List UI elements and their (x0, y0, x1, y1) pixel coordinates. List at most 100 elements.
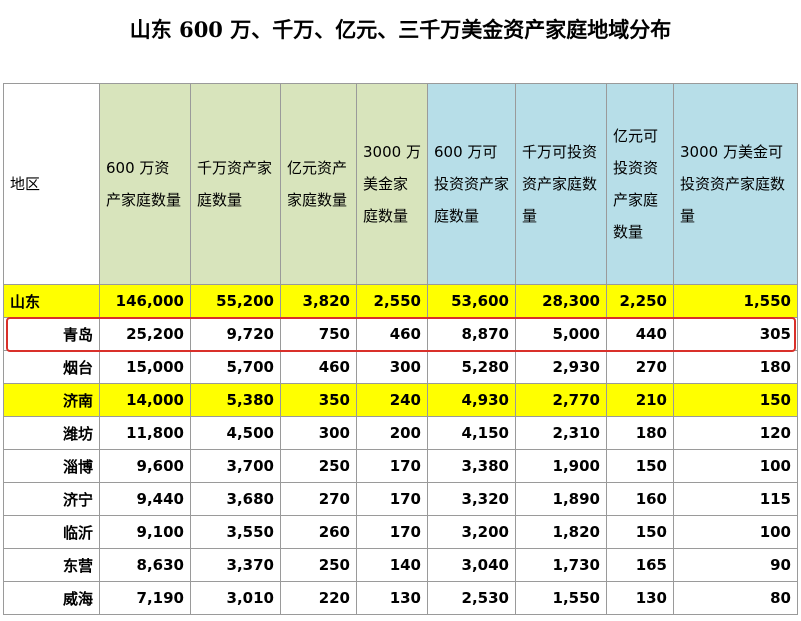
table-row: 临沂 9,100 3,550 260 170 3,200 1,820 150 100 (3, 515, 798, 549)
value-cell: 170 (356, 515, 428, 549)
value-cell: 5,280 (427, 350, 516, 384)
value-cell: 146,000 (99, 284, 191, 318)
value-cell: 4,150 (427, 416, 516, 450)
value-cell: 270 (606, 350, 674, 384)
region-cell: 烟台 (3, 350, 100, 384)
value-cell: 9,600 (99, 449, 191, 483)
column-header: 千万可投资资产家庭数量 (515, 83, 607, 285)
value-cell: 3,040 (427, 548, 516, 582)
column-header: 千万资产家庭数量 (190, 83, 281, 285)
value-cell: 150 (606, 449, 674, 483)
table-row: 济南 14,000 5,380 350 240 4,930 2,770 210 150 (3, 383, 798, 417)
region-cell: 济南 (3, 383, 100, 417)
region-cell: 山东 (3, 284, 100, 318)
region-cell: 临沂 (3, 515, 100, 549)
column-header: 600 万可投资资产家庭数量 (427, 83, 516, 285)
value-cell: 140 (356, 548, 428, 582)
value-cell: 305 (673, 317, 798, 351)
value-cell: 2,550 (356, 284, 428, 318)
value-cell: 53,600 (427, 284, 516, 318)
value-cell: 55,200 (190, 284, 281, 318)
table-row: 山东 146,000 55,200 3,820 2,550 53,600 28,300 2,2… (3, 284, 798, 318)
title: 山东 600 万、千万、亿元、三千万美金资产家庭地域分布 (129, 17, 672, 42)
value-cell: 3,370 (190, 548, 281, 582)
value-cell: 300 (356, 350, 428, 384)
value-cell: 170 (356, 482, 428, 516)
value-cell: 115 (673, 482, 798, 516)
value-cell: 3,380 (427, 449, 516, 483)
value-cell: 3,680 (190, 482, 281, 516)
value-cell: 2,770 (515, 383, 607, 417)
value-cell: 2,530 (427, 581, 516, 615)
region-cell: 淄博 (3, 449, 100, 483)
value-cell: 220 (280, 581, 357, 615)
value-cell: 28,300 (515, 284, 607, 318)
value-cell: 210 (606, 383, 674, 417)
value-cell: 200 (356, 416, 428, 450)
value-cell: 9,100 (99, 515, 191, 549)
column-header: 3000 万美金家庭数量 (356, 83, 428, 285)
value-cell: 750 (280, 317, 357, 351)
value-cell: 100 (673, 515, 798, 549)
value-cell: 240 (356, 383, 428, 417)
region-cell: 济宁 (3, 482, 100, 516)
value-cell: 150 (606, 515, 674, 549)
value-cell: 180 (673, 350, 798, 384)
value-cell: 300 (280, 416, 357, 450)
table-row: 威海 7,190 3,010 220 130 2,530 1,550 130 80 (3, 581, 798, 615)
column-header: 600 万资产家庭数量 (99, 83, 191, 285)
data-table: 地区 600 万资产家庭数量 千万资产家庭数量 亿元资产家庭数量 3000 万美金家庭数… (3, 83, 798, 615)
value-cell: 1,550 (673, 284, 798, 318)
value-cell: 14,000 (99, 383, 191, 417)
value-cell: 460 (356, 317, 428, 351)
table-row: 济宁 9,440 3,680 270 170 3,320 1,890 160 115 (3, 482, 798, 516)
column-header: 亿元资产家庭数量 (280, 83, 357, 285)
value-cell: 3,320 (427, 482, 516, 516)
value-cell: 2,310 (515, 416, 607, 450)
table-row: 东营 8,630 3,370 250 140 3,040 1,730 165 90 (3, 548, 798, 582)
value-cell: 150 (673, 383, 798, 417)
value-cell: 80 (673, 581, 798, 615)
table-row: 潍坊 11,800 4,500 300 200 4,150 2,310 180 120 (3, 416, 798, 450)
value-cell: 3,700 (190, 449, 281, 483)
column-header: 地区 (3, 83, 100, 285)
value-cell: 4,500 (190, 416, 281, 450)
value-cell: 5,700 (190, 350, 281, 384)
value-cell: 250 (280, 449, 357, 483)
value-cell: 120 (673, 416, 798, 450)
value-cell: 3,550 (190, 515, 281, 549)
value-cell: 90 (673, 548, 798, 582)
value-cell: 160 (606, 482, 674, 516)
column-header: 3000 万美金可投资资产家庭数量 (673, 83, 798, 285)
value-cell: 2,250 (606, 284, 674, 318)
value-cell: 270 (280, 482, 357, 516)
value-cell: 250 (280, 548, 357, 582)
value-cell: 1,730 (515, 548, 607, 582)
region-cell: 潍坊 (3, 416, 100, 450)
value-cell: 260 (280, 515, 357, 549)
value-cell: 4,930 (427, 383, 516, 417)
header-row: 地区 600 万资产家庭数量 千万资产家庭数量 亿元资产家庭数量 3000 万美金家庭数… (3, 83, 798, 285)
value-cell: 3,010 (190, 581, 281, 615)
table-row: 淄博 9,600 3,700 250 170 3,380 1,900 150 100 (3, 449, 798, 483)
value-cell: 3,200 (427, 515, 516, 549)
value-cell: 130 (606, 581, 674, 615)
highlight-box (5, 316, 796, 352)
value-cell: 7,190 (99, 581, 191, 615)
value-cell: 100 (673, 449, 798, 483)
value-cell: 5,380 (190, 383, 281, 417)
value-cell: 15,000 (99, 350, 191, 384)
value-cell: 3,820 (280, 284, 357, 318)
value-cell: 1,890 (515, 482, 607, 516)
value-cell: 9,440 (99, 482, 191, 516)
value-cell: 5,000 (515, 317, 607, 351)
value-cell: 130 (356, 581, 428, 615)
value-cell: 180 (606, 416, 674, 450)
value-cell: 25,200 (99, 317, 191, 351)
region-cell: 威海 (3, 581, 100, 615)
value-cell: 11,800 (99, 416, 191, 450)
value-cell: 460 (280, 350, 357, 384)
value-cell: 1,550 (515, 581, 607, 615)
